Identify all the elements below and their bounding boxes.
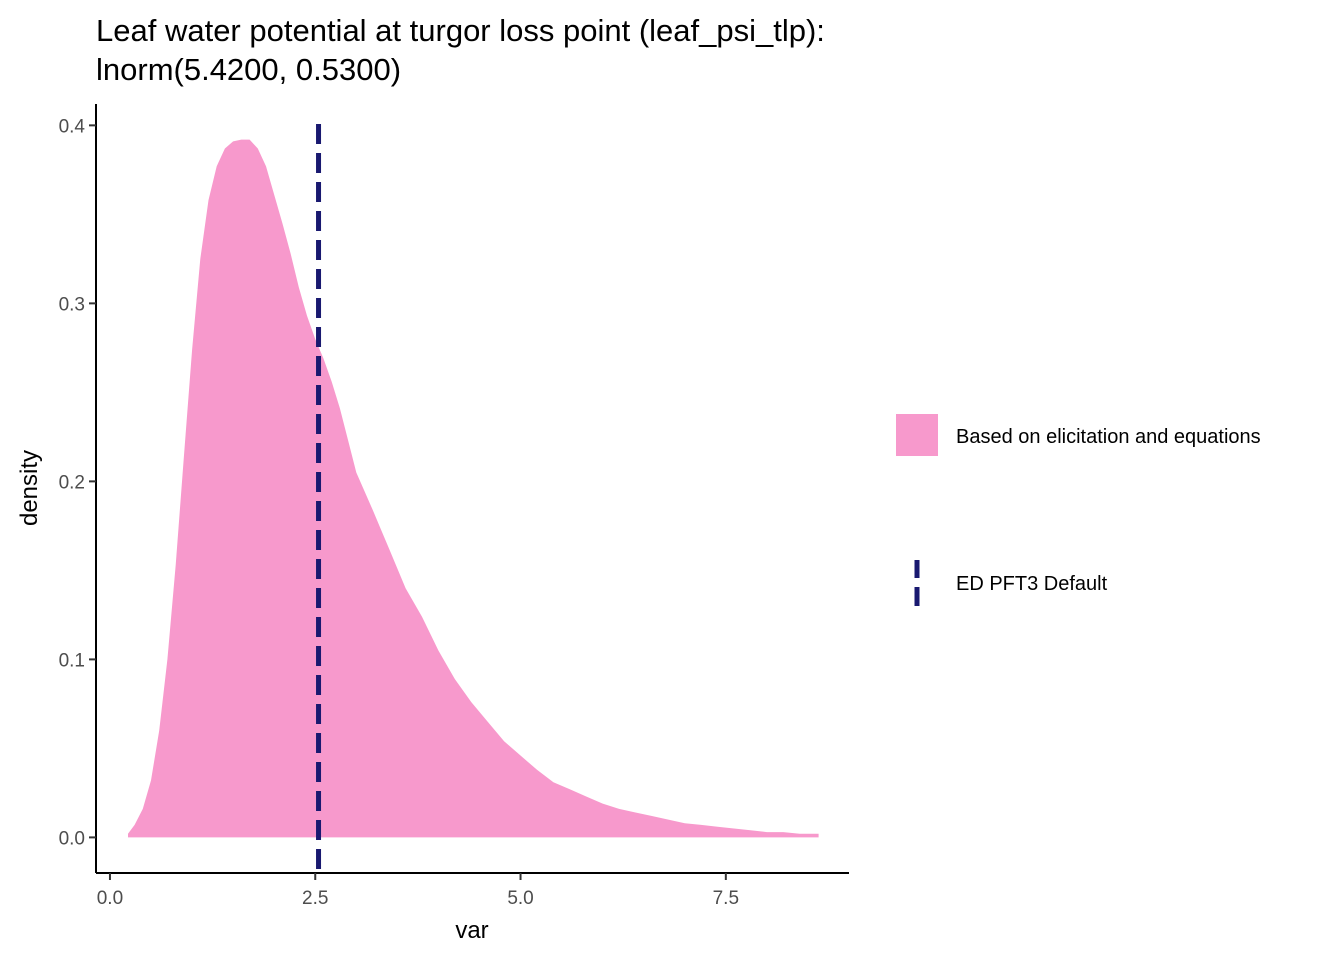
chart-title: Leaf water potential at turgor loss poin…	[96, 13, 825, 48]
x-tick-label: 7.5	[713, 888, 739, 909]
axes: 0.0 2.5 5.0 7.5 0.0 0.1 0.2 0.3 0.4	[59, 104, 849, 909]
y-tick-label: 0.1	[59, 650, 85, 671]
y-tick-label: 0.3	[59, 294, 85, 315]
x-tick-label: 2.5	[302, 888, 328, 909]
y-axis-title: density	[16, 450, 43, 526]
y-tick-label: 0.2	[59, 472, 85, 493]
legend: Based on elicitation and equations ED PF…	[896, 414, 1261, 606]
x-tick-label: 5.0	[507, 888, 533, 909]
plot-area	[128, 124, 819, 873]
y-tick-label: 0.0	[59, 828, 85, 849]
legend-label-fill: Based on elicitation and equations	[956, 426, 1261, 448]
chart-subtitle: lnorm(5.4200, 0.5300)	[96, 52, 401, 87]
y-tick-label: 0.4	[59, 116, 86, 137]
density-area	[128, 139, 819, 838]
x-axis-title: var	[455, 917, 488, 944]
legend-key-fill	[896, 414, 938, 456]
x-tick-label: 0.0	[97, 888, 123, 909]
x-axis-ticks: 0.0 2.5 5.0 7.5	[97, 873, 739, 909]
legend-label-default: ED PFT3 Default	[956, 573, 1108, 595]
y-axis-ticks: 0.0 0.1 0.2 0.3 0.4	[59, 116, 96, 849]
